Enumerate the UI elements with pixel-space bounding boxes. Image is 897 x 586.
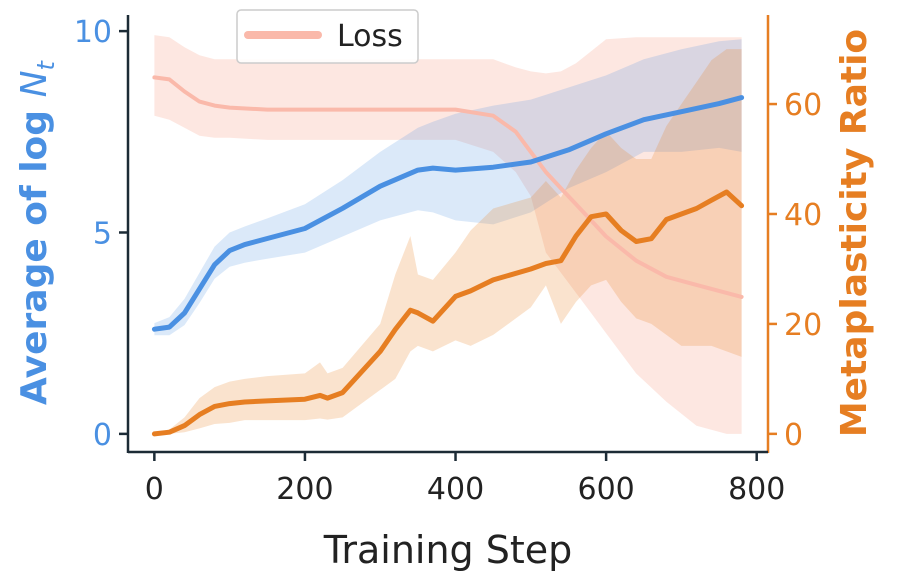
- avg-log-nt-band: [154, 39, 742, 336]
- legend-loss-label: Loss: [337, 19, 403, 54]
- series-lines: [151, 75, 745, 437]
- left-y-tick-label: 0: [93, 418, 112, 453]
- left-axis-title-main: Average of log: [14, 97, 55, 405]
- loss-band: [154, 35, 742, 434]
- metaplasticity-ratio-line: [151, 189, 745, 437]
- left-axis-title-var: N: [14, 70, 55, 97]
- right-y-tick-label: 60: [784, 88, 822, 123]
- x-tick-label: 600: [577, 472, 634, 507]
- x-axis-title: Training Step: [323, 528, 573, 572]
- loss-line: [152, 75, 744, 299]
- x-tick-label: 800: [728, 472, 785, 507]
- legend-frame: [236, 9, 419, 64]
- x-tick-label: 400: [427, 472, 484, 507]
- confidence-bands: [154, 35, 742, 434]
- left-axis-title: Average of log Nt: [14, 59, 60, 404]
- avg-log-nt-line: [151, 95, 745, 332]
- left-y-tick-label: 5: [93, 216, 112, 251]
- x-tick-label: 0: [145, 472, 164, 507]
- right-y-tick-label: 40: [784, 198, 822, 233]
- metaplasticity-ratio-band: [154, 49, 742, 434]
- right-y-tick-label: 0: [784, 418, 803, 453]
- right-axis-title: Metaplasticity Ratio: [834, 29, 875, 437]
- axis-ticks: 0 200 400 600 800 0 5 10 0 20 40 60: [74, 15, 822, 507]
- left-axis-title-sub: t: [32, 59, 60, 70]
- x-tick-label: 200: [276, 472, 333, 507]
- right-y-tick-label: 20: [784, 308, 822, 343]
- left-y-tick-label: 10: [74, 15, 112, 50]
- legend: Loss: [236, 9, 419, 64]
